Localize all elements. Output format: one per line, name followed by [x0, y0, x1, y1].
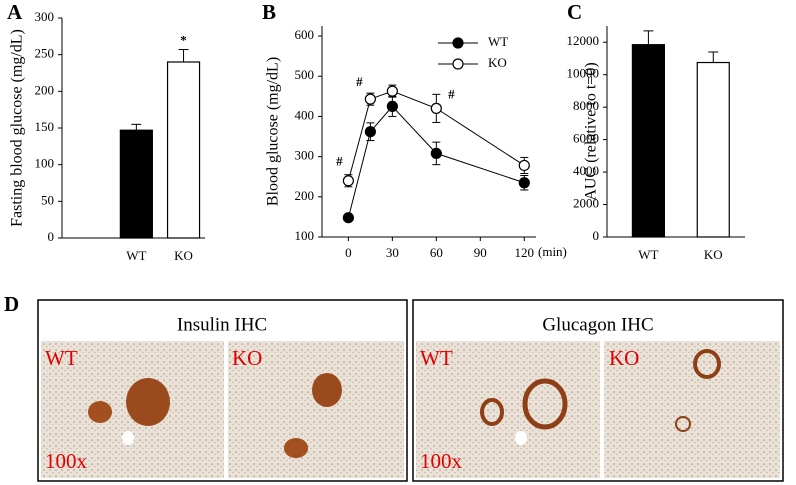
- islet: [312, 373, 342, 407]
- magnification: 100x: [420, 449, 463, 473]
- y-tick-label: 100: [295, 228, 315, 243]
- islet: [126, 378, 170, 426]
- y-tick-label: 10000: [567, 66, 600, 81]
- y-tick-label: 150: [35, 119, 55, 134]
- x-tick-label: 60: [430, 245, 443, 260]
- y-axis-label: Fasting blood glucose (mg/dL): [9, 29, 26, 227]
- islet: [693, 349, 721, 379]
- panel-title: Glucagon IHC: [542, 314, 653, 335]
- y-tick-label: 300: [35, 9, 55, 24]
- annotation: #: [448, 86, 455, 101]
- vessel: [122, 431, 134, 445]
- legend-marker: [452, 58, 464, 70]
- bar: [166, 61, 201, 239]
- image-label: KO: [609, 346, 639, 370]
- panel-letter: D: [4, 292, 19, 316]
- panel-title: Insulin IHC: [177, 314, 267, 335]
- annotation: #: [356, 74, 363, 89]
- y-tick-label: 0: [593, 228, 600, 243]
- vessel: [515, 431, 527, 445]
- panel-letter: B: [262, 0, 276, 24]
- x-tick-label: 120: [515, 245, 535, 260]
- y-tick-label: 6000: [573, 131, 599, 146]
- y-tick-label: 300: [295, 148, 315, 163]
- micrograph: [228, 341, 404, 478]
- bar: [119, 129, 153, 239]
- micrograph: [416, 341, 600, 478]
- islet: [675, 416, 691, 432]
- y-axis-label: AUC (relative to t=0): [583, 62, 600, 200]
- y-tick-label: 0: [48, 229, 55, 244]
- magnification: 100x: [45, 449, 88, 473]
- y-tick-label: 100: [35, 156, 55, 171]
- y-tick-label: 400: [295, 107, 315, 122]
- y-tick-label: 50: [41, 192, 54, 207]
- marker: [364, 126, 376, 138]
- legend-marker: [452, 37, 464, 49]
- panel-d: D Insulin IHC Glucagon IHC WT 100x KO WT…: [4, 292, 784, 482]
- panel-letter: A: [7, 0, 23, 24]
- micrograph: [604, 341, 780, 478]
- marker: [386, 100, 398, 112]
- islet: [480, 398, 504, 426]
- islet: [522, 378, 568, 430]
- x-axis-label: (min): [538, 244, 567, 259]
- y-tick-label: 500: [295, 67, 315, 82]
- x-tick-label: 0: [345, 245, 352, 260]
- marker: [342, 175, 354, 187]
- islet: [88, 401, 112, 423]
- marker: [386, 85, 398, 97]
- y-tick-label: 2000: [573, 196, 599, 211]
- x-tick-label: KO: [704, 247, 723, 262]
- y-tick-label: 250: [35, 46, 55, 61]
- bar: [696, 61, 730, 238]
- marker: [518, 177, 530, 189]
- y-tick-label: 600: [295, 27, 315, 42]
- y-tick-label: 12000: [567, 33, 600, 48]
- panel-letter: C: [567, 0, 582, 24]
- annotation: #: [336, 154, 343, 169]
- y-tick-label: 200: [295, 188, 315, 203]
- x-tick-label: WT: [638, 247, 658, 262]
- annotation: *: [180, 33, 187, 48]
- y-tick-label: 4000: [573, 163, 599, 178]
- islet: [284, 438, 308, 458]
- x-tick-label: KO: [174, 248, 193, 263]
- marker: [518, 159, 530, 172]
- image-label: KO: [232, 346, 262, 370]
- image-label: WT: [420, 346, 453, 370]
- x-tick-label: 30: [386, 245, 399, 260]
- marker: [364, 93, 376, 105]
- x-tick-label: 90: [474, 245, 487, 260]
- bar: [631, 44, 666, 238]
- x-tick-label: WT: [126, 248, 146, 263]
- y-axis-label: Blood glucose (mg/dL): [265, 57, 282, 206]
- y-tick-label: 8000: [573, 98, 599, 113]
- y-tick-label: 200: [35, 82, 55, 97]
- marker: [430, 102, 442, 114]
- marker: [430, 147, 442, 160]
- legend-label: KO: [488, 55, 507, 70]
- marker: [342, 212, 354, 224]
- legend-label: WT: [488, 34, 508, 49]
- image-label: WT: [45, 346, 78, 370]
